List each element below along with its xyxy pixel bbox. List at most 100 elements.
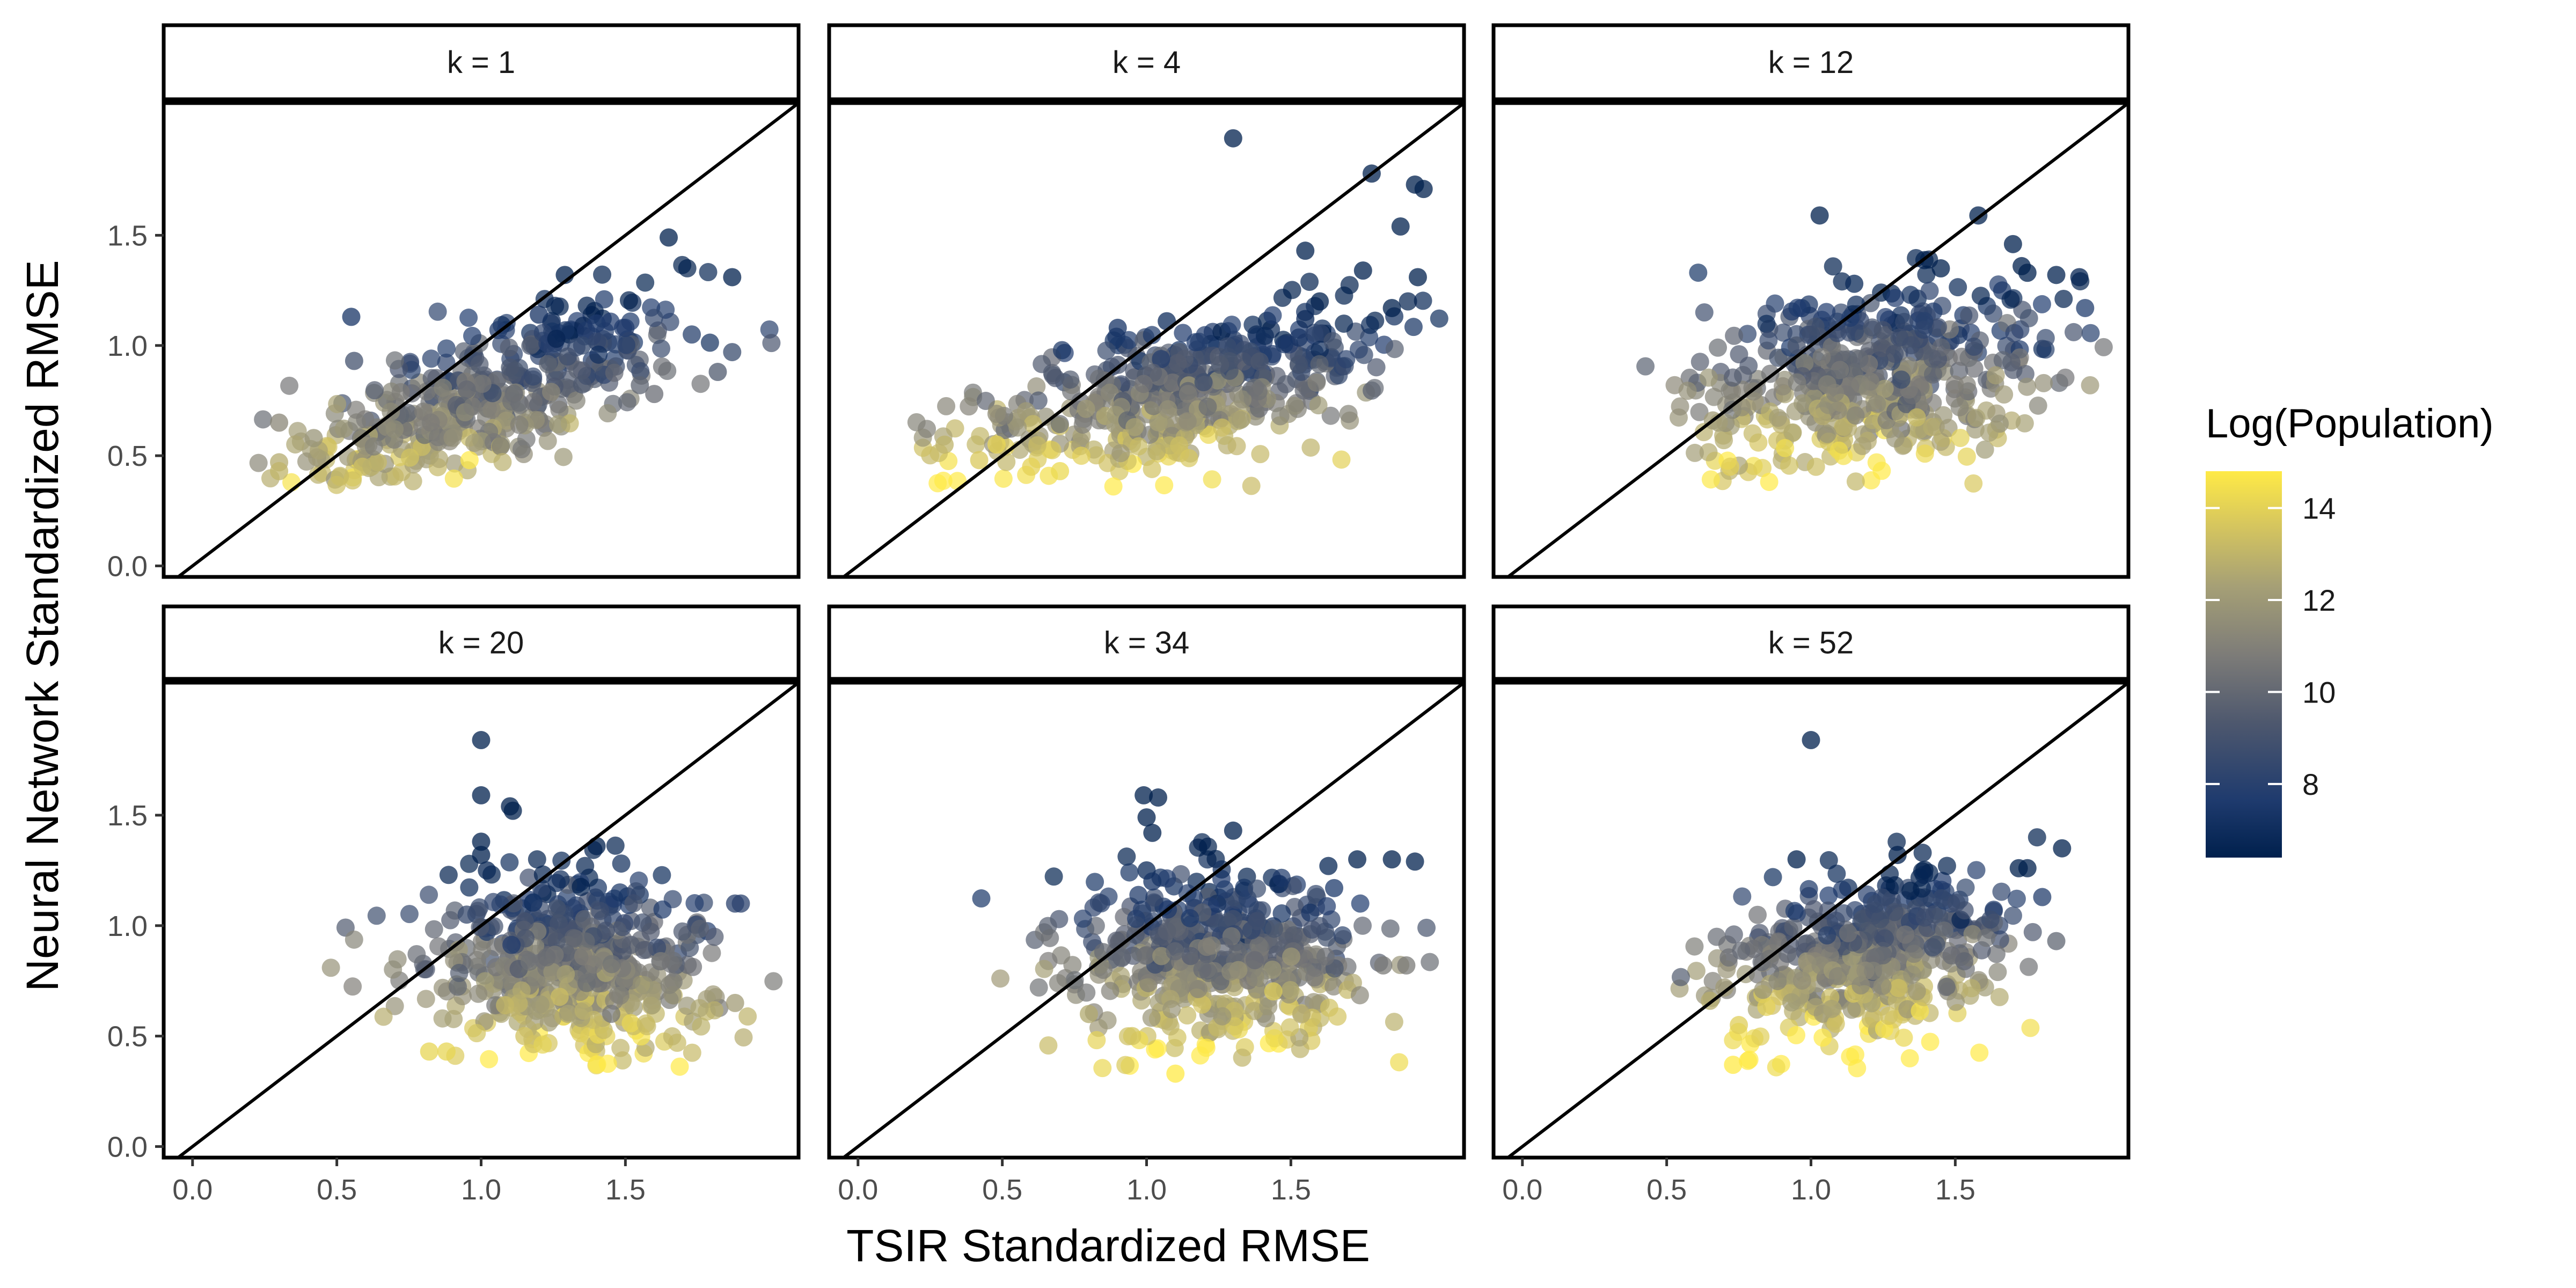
scatter-point: [1965, 338, 1984, 356]
scatter-point: [616, 318, 635, 337]
scatter-point: [1768, 972, 1787, 991]
scatter-point: [543, 963, 562, 982]
scatter-point: [428, 302, 447, 321]
scatter-point: [1129, 437, 1148, 456]
scatter-point: [449, 977, 467, 996]
scatter-point: [1754, 980, 1773, 999]
scatter-point: [1136, 946, 1155, 965]
scatter-point: [1145, 888, 1164, 907]
scatter-point: [1901, 881, 1920, 900]
x-tick-label: 1.5: [605, 1174, 646, 1206]
scatter-point: [1305, 968, 1324, 987]
scatter-point: [1895, 312, 1914, 331]
facet-strip-label: k = 4: [1113, 45, 1181, 80]
scatter-point: [472, 731, 491, 750]
scatter-point: [611, 1038, 630, 1057]
scatter-point: [2029, 396, 2047, 415]
scatter-point: [1699, 443, 1718, 462]
scatter-point: [1813, 1028, 1832, 1047]
scatter-point: [601, 312, 620, 331]
scatter-point: [1061, 370, 1080, 389]
scatter-point: [760, 320, 779, 339]
scatter-point: [416, 990, 435, 1008]
scatter-point: [343, 471, 362, 490]
scatter-point: [457, 905, 476, 924]
scatter-point: [1636, 357, 1655, 376]
scatter-point: [1332, 450, 1351, 469]
scatter-point: [1218, 337, 1236, 356]
scatter-point: [602, 955, 621, 974]
scatter-point: [1782, 993, 1801, 1012]
scatter-point: [1311, 340, 1329, 359]
scatter-point: [1923, 365, 1942, 384]
scatter-point: [1853, 437, 1872, 456]
scatter-point: [1101, 982, 1119, 1000]
scatter-point: [1113, 948, 1131, 967]
scatter-point: [1914, 320, 1933, 339]
scatter-point: [641, 923, 660, 941]
scatter-point: [550, 987, 569, 1006]
scatter-point: [1162, 1000, 1181, 1019]
scatter-point: [459, 309, 478, 327]
scatter-point: [1280, 1018, 1299, 1037]
scatter-point: [1051, 462, 1070, 480]
scatter-point: [692, 1017, 711, 1036]
scatter-point: [502, 392, 521, 411]
scatter-point: [1414, 180, 1433, 199]
scatter-point: [1949, 278, 1967, 297]
scatter-point: [589, 345, 608, 364]
scatter-point: [1885, 903, 1904, 921]
scatter-point: [1861, 294, 1880, 312]
scatter-point: [2018, 264, 2037, 282]
scatter-point: [1687, 962, 1706, 980]
scatter-point: [591, 902, 610, 920]
facet-strip: [827, 23, 1466, 101]
scatter-point: [1174, 324, 1192, 342]
scatter-point: [1864, 961, 1883, 980]
scatter-point: [1839, 924, 1857, 942]
scatter-point: [526, 411, 545, 429]
facet-strip: [827, 604, 1466, 681]
scatter-point: [663, 1027, 682, 1046]
scatter-point: [321, 958, 340, 977]
scatter-point: [1915, 444, 1934, 463]
scatter-point: [2032, 295, 2051, 313]
scatter-point: [533, 865, 552, 884]
scatter-point: [1311, 292, 1329, 311]
scatter-point: [573, 361, 591, 380]
scatter-point: [670, 1057, 689, 1076]
scatter-point: [450, 963, 469, 982]
scatter-point: [1826, 1014, 1845, 1033]
scatter-point: [2035, 374, 2053, 392]
scatter-point: [1887, 832, 1906, 851]
scatter-point: [621, 935, 640, 954]
facet-strip-label: k = 52: [1768, 626, 1854, 661]
facet-strip: [162, 23, 801, 101]
scatter-point: [1158, 869, 1176, 888]
scatter-point: [723, 343, 742, 362]
plot-area: [843, 103, 1464, 577]
scatter-point: [1699, 368, 1718, 387]
scatter-point: [512, 981, 531, 1000]
scatter-point: [2023, 923, 2042, 941]
scatter-point: [537, 948, 556, 967]
scatter-point: [1787, 336, 1806, 355]
scatter-point: [635, 976, 654, 994]
scatter-point: [2053, 839, 2072, 858]
facet-panel: k = 34 0.0 0.5 1.0 1.5: [827, 604, 1466, 1206]
scatter-point: [1052, 341, 1071, 360]
scatter-point: [1170, 436, 1189, 455]
scatter-point: [1783, 423, 1802, 442]
scatter-point: [1339, 405, 1358, 423]
scatter-point: [1408, 268, 1427, 287]
scatter-point: [1100, 383, 1119, 402]
facet-strip-label: k = 1: [447, 45, 515, 80]
scatter-point: [1316, 947, 1335, 966]
scatter-point: [1690, 402, 1709, 421]
scatter-point: [1939, 419, 1958, 437]
scatter-point: [1272, 904, 1291, 923]
scatter-point: [1780, 456, 1798, 475]
scatter-point: [1158, 922, 1176, 941]
x-tick-label: 0.0: [1502, 1174, 1542, 1206]
scatter-point: [400, 905, 419, 924]
